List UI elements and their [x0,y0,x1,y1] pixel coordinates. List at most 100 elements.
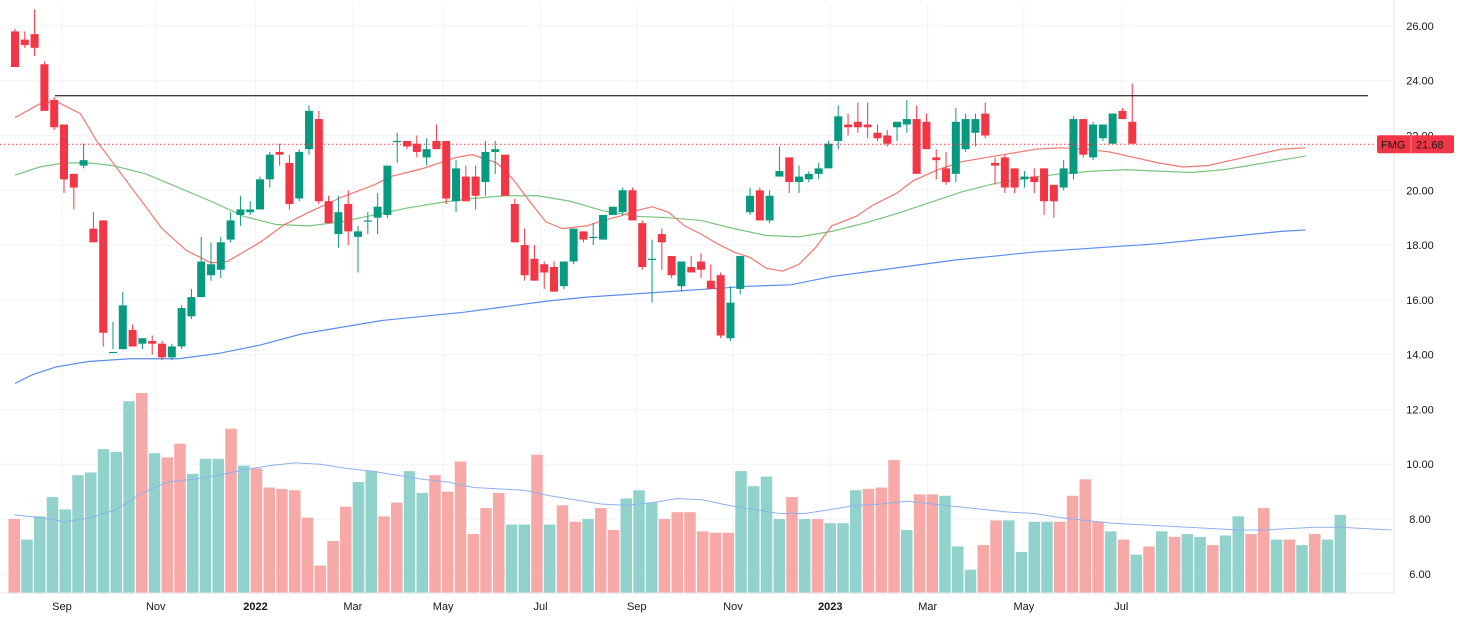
candle-body [706,280,715,289]
volume-bar [850,490,862,593]
volume-bar [467,534,479,593]
candle [814,162,823,180]
volume-bar [837,523,849,593]
candle [207,242,216,281]
candle [11,28,19,68]
volume-bar [658,519,671,593]
volume-bar [1130,554,1142,593]
volume-bar [888,460,900,593]
volume-bar [1003,520,1015,593]
volume-bar [97,449,110,593]
time-tick-label: 2022 [243,601,267,613]
volume-bar [1156,531,1168,593]
candle [1089,121,1098,161]
candle-body [716,275,725,336]
volume-bar [1258,508,1270,593]
candle [197,236,206,298]
volume-bar [926,494,938,593]
candle-body [697,261,706,270]
candle [804,171,813,183]
price-candles [11,9,1137,361]
price-axis[interactable]: 26.0024.0022.0020.0018.0016.0014.0012.00… [1393,0,1434,593]
candle [608,206,617,215]
candle [167,343,176,361]
volume-bar [1015,551,1028,593]
ma-50-line [14,155,1306,238]
price-tick-label: 16.00 [1406,295,1434,307]
candle [354,225,363,273]
volume-bar [1117,539,1130,593]
time-tick-label: May [1013,601,1034,613]
candle [687,256,696,273]
candle [79,143,88,169]
candle-body [1040,168,1049,202]
last-price-tag-background [1377,135,1454,154]
volume-bar [620,498,632,593]
candle-body [403,140,412,147]
ma-20-line [14,100,1306,272]
candle-body [471,176,480,196]
candle [755,187,764,221]
volume-bar [340,506,352,593]
volume-bar [646,502,658,593]
candle [726,286,735,341]
candle-body [1059,168,1068,188]
candle [618,187,627,215]
volume-bar [748,486,760,593]
candle-body [922,121,931,150]
candle [226,212,235,243]
candle-body [589,236,598,239]
candle [1128,83,1137,144]
candle-body [1089,124,1098,158]
candle [344,190,353,246]
candle-body [373,206,382,218]
time-axis[interactable]: Sep Nov 2022 Mar May Jul Sep Nov 2023 Mar May Jul [0,592,1394,613]
volume-bar [697,531,709,593]
volume-bar [1028,521,1040,593]
candle-body [628,190,637,221]
volume-bar [607,529,620,593]
time-tick-label: Mar [918,601,937,613]
candle [128,324,137,347]
volume-bar [1054,521,1066,593]
candle [667,256,676,278]
candle-body [393,140,402,143]
candle-body [540,264,549,273]
candle [785,157,794,194]
candle-body [295,151,304,199]
volume-bar [1232,516,1244,593]
candle-body [158,343,167,358]
candle [697,253,706,278]
volume-bar [1041,521,1053,593]
volume-bar [939,495,951,593]
candle-body [736,256,745,289]
candle-body [60,124,69,180]
candle-body [1000,157,1009,188]
candle [40,61,49,111]
candle-body [677,261,686,287]
candle-body [412,143,421,152]
candle [187,288,196,320]
volume-bar [952,546,964,593]
candle-body [363,220,372,222]
price-overlays [0,95,1375,145]
candle-body [1069,119,1078,174]
candle [216,236,225,278]
candle [922,113,931,150]
candle [657,228,666,270]
candle-body [520,245,529,276]
candle-body [510,203,519,243]
volume-bar [990,520,1002,593]
price-tick-label: 10.00 [1406,459,1434,471]
time-tick-label: Sep [52,601,72,613]
volume-bar [1194,536,1206,593]
candle [677,261,686,292]
time-tick-label: Nov [146,601,166,613]
candle [265,151,274,188]
candle [863,102,872,139]
candle-body [461,176,470,202]
candle [236,195,245,226]
volume-bar [416,493,428,593]
